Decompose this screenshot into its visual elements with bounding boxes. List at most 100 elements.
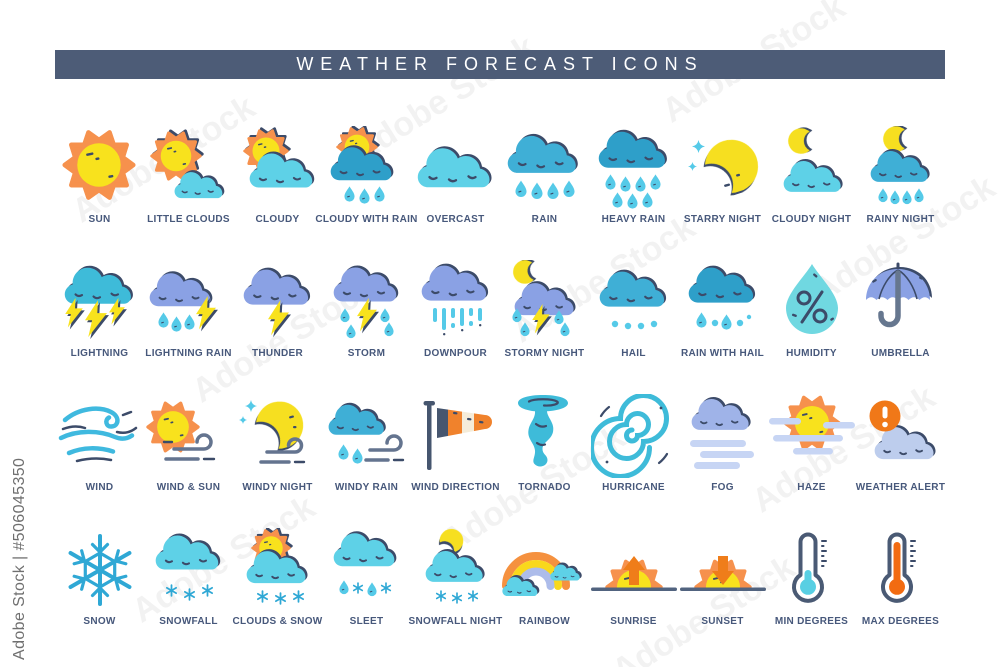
icon-cell-sun: SUN [95,116,104,225]
icon-label: SUN [88,214,111,225]
icon-cell-sleet: SLEET [332,518,395,627]
icon-cell-heavy-rain: HEAVY RAIN [597,116,666,225]
icon-label: WINDY RAIN [334,482,399,493]
icon-cell-wind: WIND [58,384,137,493]
tornado-icon [517,395,568,467]
icon-label: STORM [347,348,386,359]
icon-cell-humidity: HUMIDITY [785,250,838,359]
icon-label: LIGHTNING RAIN [145,348,232,359]
umbrella-icon [865,262,930,328]
snowfall-night-icon [424,528,484,604]
min-degrees-icon [791,532,827,603]
icon-cell-fog: FOG [689,384,754,493]
icon-cell-rain-with-hail: RAIN WITH HAIL [681,250,764,359]
icon-cell-lightning-rain: LIGHTNING RAIN [145,250,231,359]
icon-label: MAX DEGREES [861,616,940,627]
max-degrees-icon [880,532,916,603]
adobe-stock-watermark: Adobe Stock | #506045350 [11,457,28,660]
icon-cell-rain: RAIN [506,116,577,225]
icon-label: RAIN WITH HAIL [680,348,765,359]
cloudy-night-icon [782,126,842,193]
icon-label: CLOUDY NIGHT [771,214,852,225]
wind-direction-icon [423,401,492,470]
icon-label: WIND & SUN [156,482,221,493]
stormy-night-icon [509,260,574,337]
icon-label: CLOUDY WITH RAIN [315,214,418,225]
icon-cell-cloudy-with-rain: CLOUDY WITH RAIN [315,116,417,225]
icon-label: MIN DEGREES [774,616,849,627]
icon-label: SNOWFALL NIGHT [408,616,503,627]
icon-label: LIGHTNING [70,348,129,359]
icon-cell-overcast: OVERCAST [416,116,491,225]
icon-cell-little-clouds: LITTLE CLOUDS [147,116,230,225]
icon-cell-umbrella: UMBRELLA [865,250,930,359]
icon-grid: SUN LITTLE CLOUDS CLOUDY C [55,100,945,636]
wind-icon [58,406,137,463]
icon-cell-wind-and-sun: WIND & SUN [145,384,220,493]
icon-cell-haze: HAZE [768,384,855,493]
icon-label: HURRICANE [602,482,665,493]
lightning-rain-icon [148,272,216,332]
icon-label: SUNRISE [610,616,657,627]
icon-cell-cloudy-night: CLOUDY NIGHT [772,116,851,225]
icon-cell-rainy-night: RAINY NIGHT [866,116,934,225]
icon-label: SUNSET [701,616,744,627]
haze-icon [768,395,855,455]
windy-rain-icon [327,403,404,464]
page-title: WEATHER FORECAST ICONS [55,50,945,79]
icon-label: DOWNPOUR [424,348,487,359]
icon-label: WEATHER ALERT [855,482,946,493]
icon-label: SNOW [83,616,116,627]
icon-cell-sunrise: SUNRISE [590,518,677,627]
rainy-night-icon [869,126,929,205]
icon-label: RAIN [531,214,558,225]
downpour-icon [420,264,487,336]
rain-icon [506,134,577,200]
rainbow-icon [501,552,580,597]
icon-label: HAIL [621,348,646,359]
sunset-icon [679,556,766,591]
icon-label: FOG [711,482,734,493]
snow-icon [68,534,131,606]
icon-cell-max-degrees: MAX DEGREES [862,518,939,627]
heavy-rain-icon [597,130,666,209]
icon-cell-wind-direction: WIND DIRECTION [411,384,500,493]
icon-label: HUMIDITY [786,348,837,359]
wind-and-sun-icon [145,401,215,461]
icon-cell-starry-night: STARRY NIGHT [684,116,765,225]
icon-label: WINDY NIGHT [242,482,313,493]
icon-label: CLOUDY [255,214,300,225]
icon-label: TORNADO [518,482,571,493]
icon-cell-thunder: THUNDER [242,250,309,359]
humidity-icon [785,264,838,334]
storm-icon [332,266,397,339]
starry-night-icon [687,132,765,200]
icon-label: UMBRELLA [871,348,930,359]
icon-cell-windy-night: WINDY NIGHT [238,384,312,493]
sun-icon [57,126,143,210]
overcast-icon [416,147,491,189]
icon-cell-tornado: TORNADO [517,384,570,493]
clouds-and-snow-icon [245,529,306,605]
icon-label: RAINBOW [519,616,570,627]
icon-cell-snowfall: SNOWFALL [154,518,219,627]
icon-cell-snowfall-night: SNOWFALL NIGHT [409,518,502,627]
sunrise-icon [590,556,677,591]
weather-alert-icon [869,400,934,461]
icon-label: SLEET [349,616,384,627]
icon-cell-downpour: DOWNPOUR [420,250,487,359]
icon-cell-hail: HAIL [598,250,665,359]
icon-label: HAZE [797,482,826,493]
little-clouds-icon [149,131,223,199]
icon-cell-min-degrees: MIN DEGREES [775,518,848,627]
cloudy-icon [242,129,313,189]
icon-cell-clouds-and-snow: CLOUDS & SNOW [233,518,322,627]
icon-cell-cloudy: CLOUDY [242,116,313,225]
icon-label: HEAVY RAIN [601,214,666,225]
icon-cell-snow: SNOW [68,518,131,627]
icon-cell-lightning: LIGHTNING [63,250,132,359]
thunder-icon [242,268,309,336]
icon-cell-storm: STORM [332,250,397,359]
sleet-icon [332,532,395,597]
